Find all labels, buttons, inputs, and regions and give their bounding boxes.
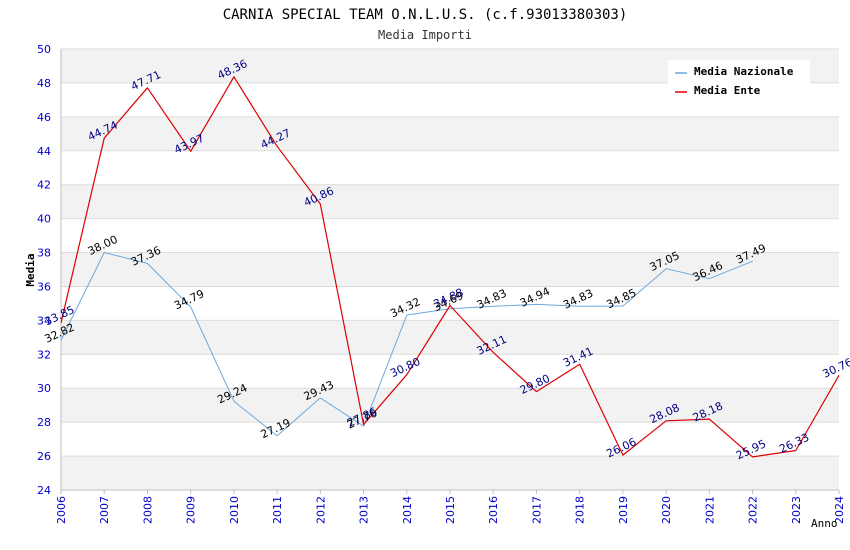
- series-lines: [60, 76, 840, 458]
- grid-band: [61, 456, 839, 490]
- x-tick-label: 2014: [401, 496, 414, 524]
- grid-band: [61, 116, 839, 151]
- y-tick-label: 38: [37, 247, 51, 260]
- data-label-ente: 30.76: [820, 356, 850, 381]
- grid-bands: [61, 49, 839, 490]
- x-axis-ticks: 2006 2007 2008 2009 2010 2011 2012 2013 2014 2015…: [55, 490, 846, 524]
- x-tick-label: 2020: [660, 496, 673, 524]
- grid-band: [61, 252, 839, 287]
- data-label-nazionale: 34.32: [388, 295, 422, 320]
- y-tick-label: 46: [37, 111, 51, 124]
- x-tick-label: 2009: [185, 496, 198, 524]
- x-tick-label: 2018: [574, 496, 587, 524]
- series-line-media-nazionale: [60, 252, 753, 437]
- y-tick-label: 30: [37, 382, 51, 395]
- x-tick-label: 2017: [530, 496, 543, 524]
- y-axis-label: Media: [24, 253, 37, 286]
- x-tick-label: 2011: [271, 496, 284, 524]
- y-tick-label: 42: [37, 179, 51, 192]
- y-tick-label: 48: [37, 77, 51, 90]
- y-tick-label: 34: [37, 314, 51, 327]
- x-tick-label: 2006: [55, 496, 68, 524]
- x-tick-label: 2010: [228, 496, 241, 524]
- grid-band: [61, 320, 839, 355]
- legend-label-media-ente: Media Ente: [694, 84, 761, 97]
- grid-band: [61, 184, 839, 219]
- data-label-nazionale: 34.79: [172, 287, 206, 312]
- data-label-ente: 26.33: [777, 431, 811, 456]
- y-tick-label: 50: [37, 43, 51, 56]
- y-tick-label: 40: [37, 213, 51, 226]
- chart-title: CARNIA SPECIAL TEAM O.N.L.U.S. (c.f.9301…: [223, 7, 628, 23]
- y-tick-label: 44: [37, 145, 51, 158]
- x-tick-label: 2021: [703, 496, 716, 524]
- y-axis-ticks: 24 26 28 30 32 34 36 38 40 42 44 46 48 50: [37, 43, 51, 497]
- x-tick-label: 2013: [358, 496, 371, 524]
- data-label-nazionale: 34.85: [604, 286, 638, 311]
- grid-band: [61, 388, 839, 423]
- data-label-nazionale: 34.83: [475, 287, 509, 312]
- x-tick-label: 2024: [833, 496, 846, 524]
- data-label-nazionale: 34.94: [518, 285, 552, 310]
- data-label-nazionale: 34.83: [561, 287, 595, 312]
- y-tick-label: 32: [37, 348, 51, 361]
- x-tick-label: 2015: [444, 496, 457, 524]
- x-tick-label: 2023: [790, 496, 803, 524]
- legend-label-media-nazionale: Media Nazionale: [694, 65, 794, 78]
- x-tick-label: 2022: [747, 496, 760, 524]
- x-axis-label: Anno: [811, 517, 838, 530]
- y-tick-label: 26: [37, 450, 51, 463]
- x-tick-label: 2008: [141, 496, 154, 524]
- y-tick-label: 24: [37, 484, 51, 497]
- y-tick-label: 28: [37, 416, 51, 429]
- series-line-media-ente: [60, 76, 840, 458]
- y-tick-label: 36: [37, 280, 51, 293]
- legend-box: [668, 60, 810, 100]
- x-tick-label: 2019: [617, 496, 630, 524]
- legend: Media Nazionale Media Ente: [668, 60, 810, 100]
- x-tick-label: 2007: [98, 496, 111, 524]
- chart-subtitle: Media Importi: [378, 28, 472, 42]
- x-tick-label: 2012: [314, 496, 327, 524]
- x-tick-label: 2016: [487, 496, 500, 524]
